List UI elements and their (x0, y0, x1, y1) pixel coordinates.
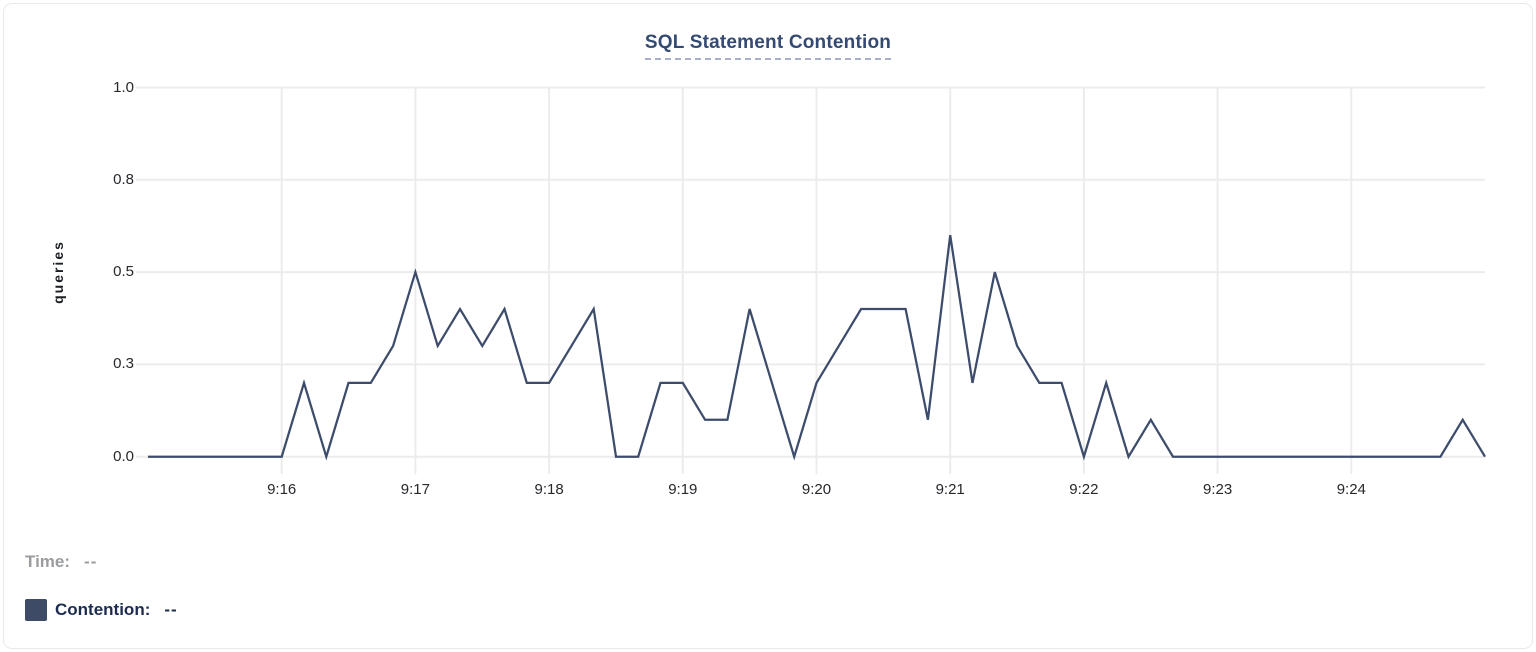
hover-time-row: Time: -- (25, 550, 178, 574)
contention-series-row: Contention: -- (25, 598, 178, 622)
y-tick-label: 0.3 (113, 355, 134, 373)
contention-series-label: Contention: (55, 600, 151, 619)
y-tick-label: 0.0 (113, 447, 134, 465)
x-tick-label: 9:24 (1336, 481, 1366, 498)
y-tick-label: 0.8 (113, 170, 134, 188)
line-chart-svg[interactable] (4, 4, 1536, 652)
chart-title[interactable]: SQL Statement Contention (644, 32, 892, 60)
x-tick-label: 9:19 (668, 481, 698, 498)
x-tick-label: 9:21 (935, 481, 965, 498)
hover-time-label: Time: (25, 552, 71, 571)
x-tick-label: 9:17 (400, 481, 430, 498)
x-tick-label: 9:18 (534, 481, 564, 498)
hover-time-value: -- (84, 552, 98, 571)
x-tick-label: 9:16 (267, 481, 297, 498)
contention-series-swatch (25, 599, 47, 621)
y-axis-label: queries (50, 240, 66, 304)
x-tick-label: 9:23 (1202, 481, 1233, 498)
x-tick-label: 9:22 (1069, 481, 1099, 498)
chart-hover-legend: Time: -- Contention: -- (25, 550, 178, 622)
contention-series-value: -- (164, 600, 178, 619)
chart-card: SQL Statement Contention 0.0 0.3 0.5 0.8 1.0… (3, 3, 1533, 649)
chart-title-wrap: SQL Statement Contention (4, 32, 1532, 60)
y-tick-label: 1.0 (113, 78, 134, 96)
y-tick-label: 0.5 (113, 263, 134, 281)
x-tick-label: 9:20 (801, 481, 832, 498)
contention-series-line[interactable] (148, 235, 1486, 461)
